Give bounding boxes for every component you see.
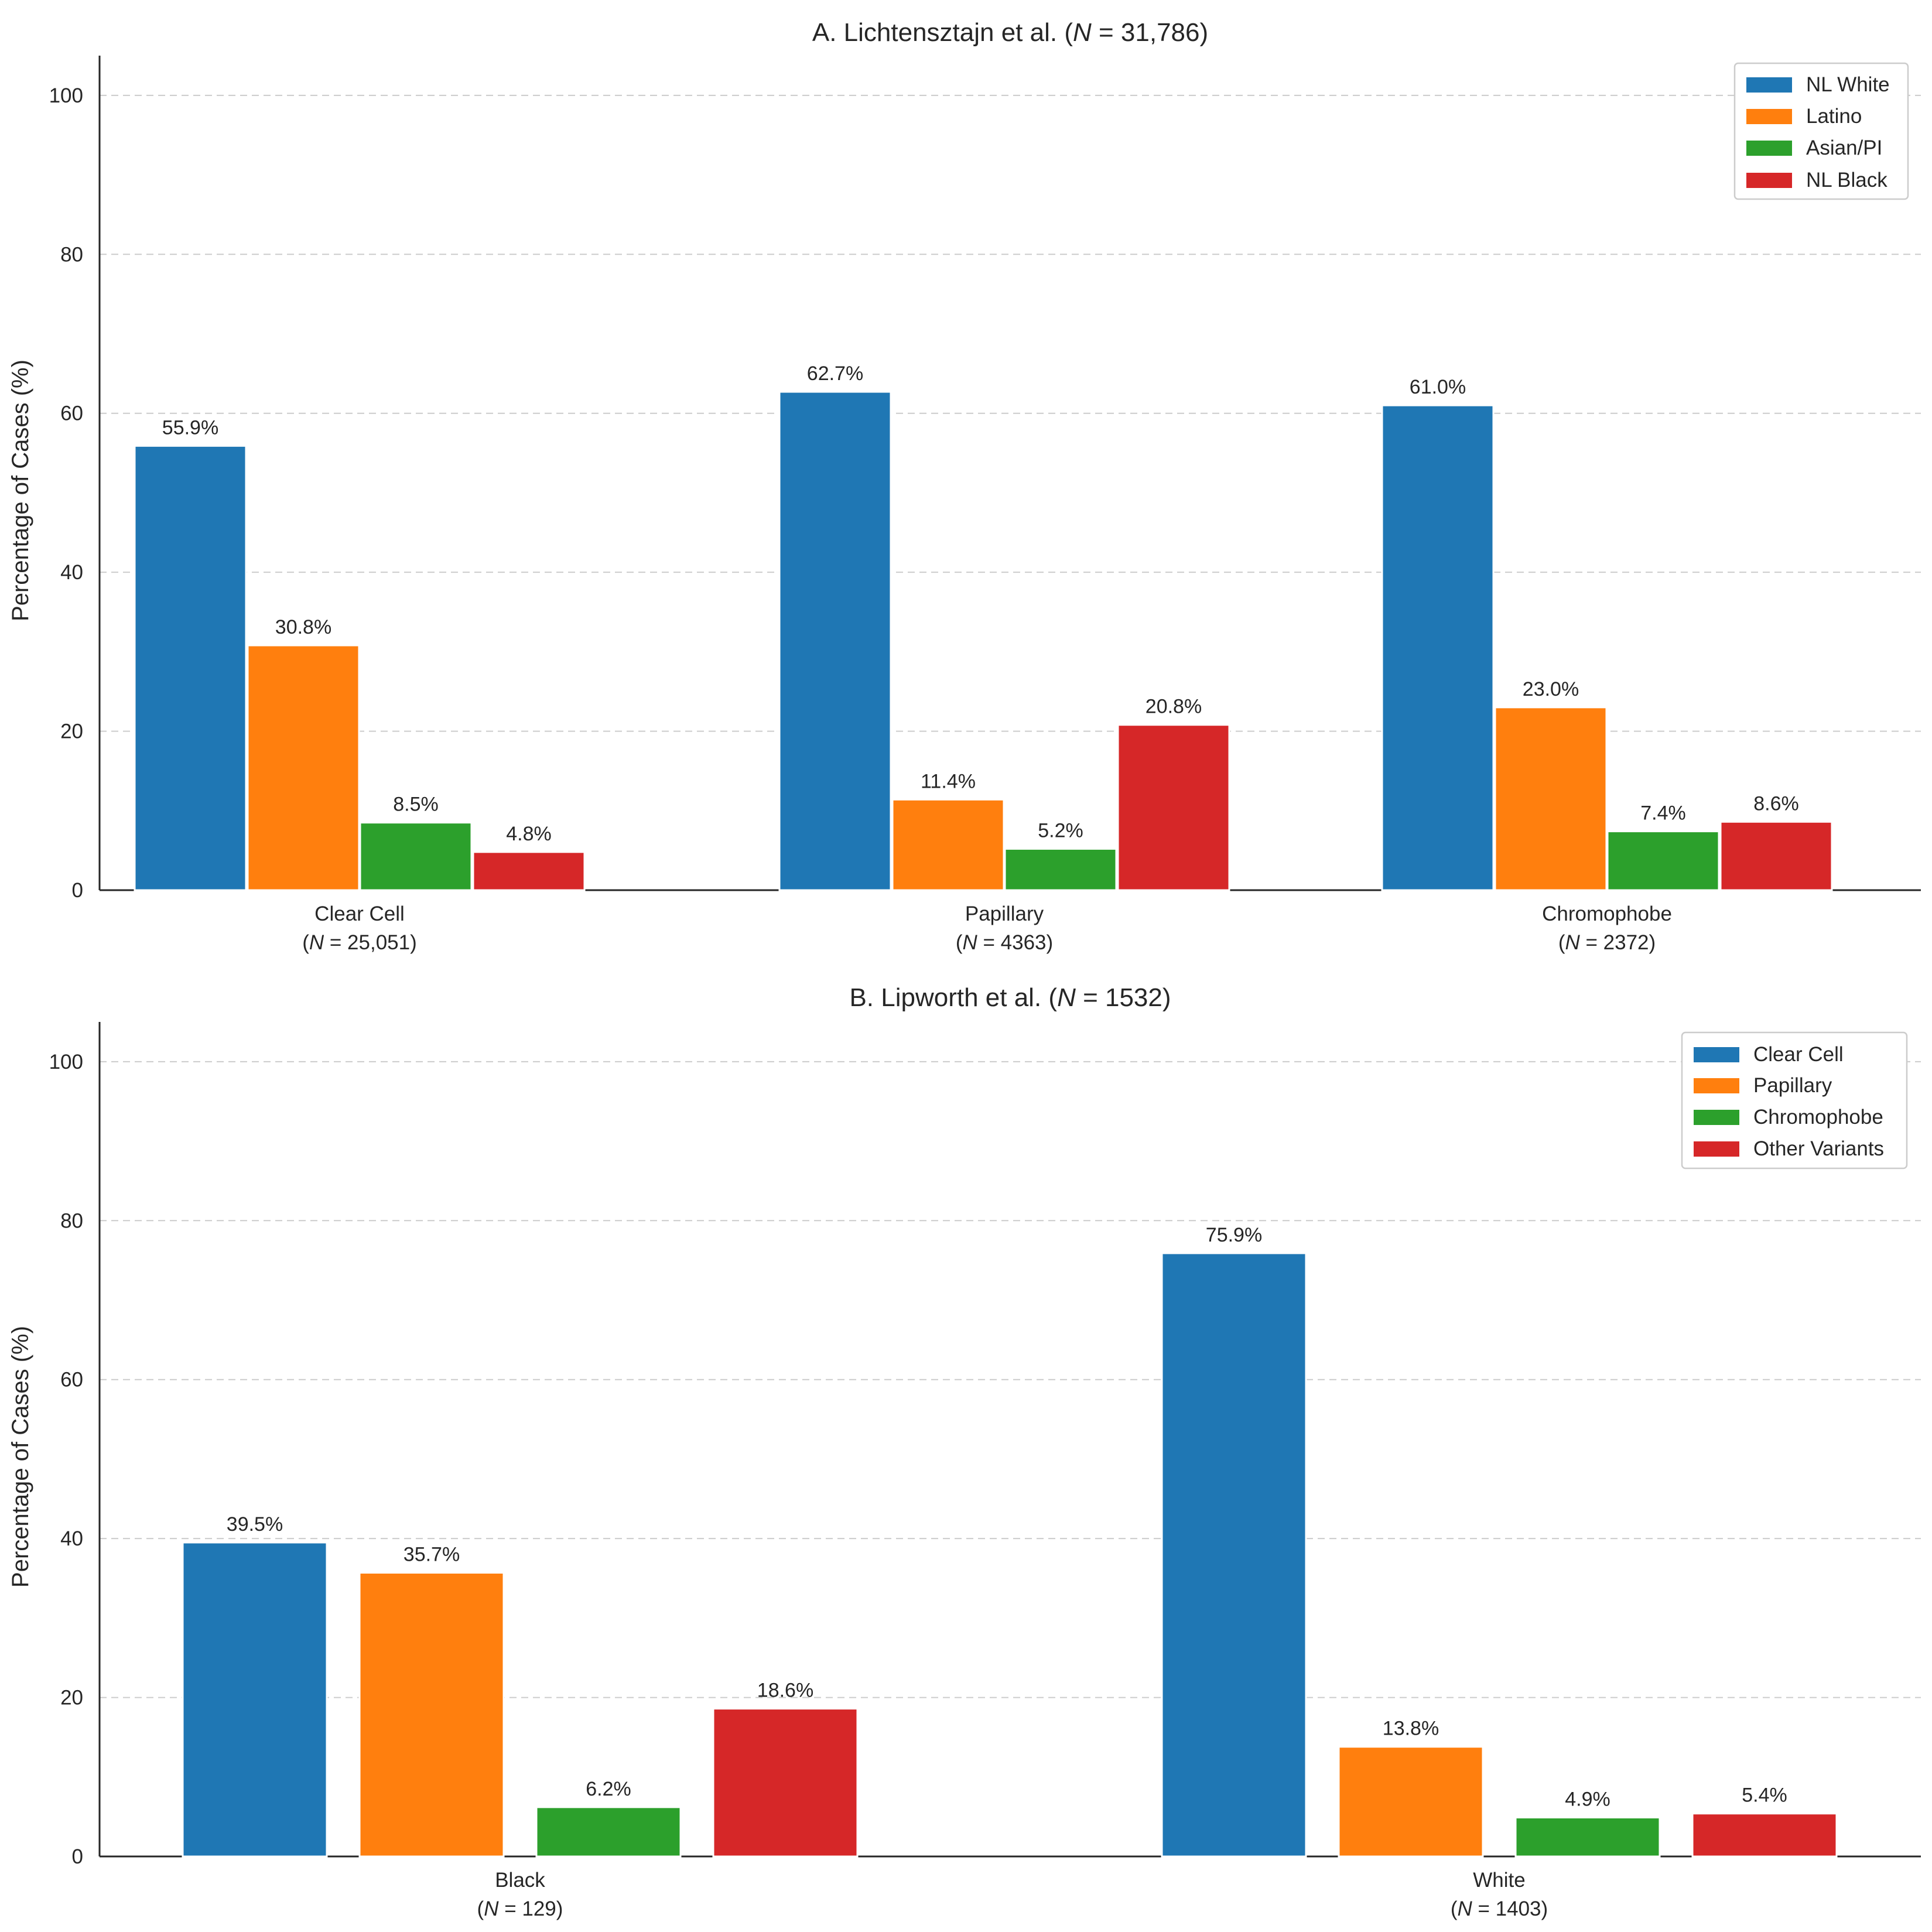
chart-panel-1: 0 20 40 60 80 100 39.5% 75.9% 35.7% 13.8% 6.2% 4.9%… <box>8 983 1921 1920</box>
y-tick-label: 0 <box>72 879 83 902</box>
legend-label: Latino <box>1806 105 1862 128</box>
data-label: 7.4% <box>1640 802 1686 825</box>
x-category-label: Black <box>495 1869 545 1892</box>
chart-title: A. Lichtensztajn et al. (N = 31,786) <box>812 18 1208 47</box>
data-label: 18.6% <box>757 1680 813 1702</box>
legend-swatch <box>1746 173 1792 188</box>
x-category-count: (N = 1403) <box>1451 1897 1548 1920</box>
legend-label: Chromophobe <box>1753 1106 1883 1129</box>
y-tick-label: 60 <box>60 402 83 425</box>
legend-label: NL Black <box>1806 169 1887 192</box>
data-label: 35.7% <box>404 1544 460 1566</box>
bar-nl-white-1 <box>778 391 892 891</box>
y-tick-label: 20 <box>60 1687 83 1709</box>
y-tick-label: 80 <box>60 1209 83 1232</box>
legend-swatch <box>1694 1141 1739 1157</box>
legend-label: Papillary <box>1753 1074 1832 1097</box>
bar-chromophobe-0 <box>535 1806 682 1858</box>
bar-latino-1 <box>891 798 1005 891</box>
legend: NL White Latino Asian/PI NL Black <box>1733 62 1909 200</box>
bar-papillary-0 <box>358 1572 505 1858</box>
y-axis-label: Percentage of Cases (%) <box>8 360 33 621</box>
legend-swatch <box>1694 1110 1739 1125</box>
y-tick-label: 60 <box>60 1369 83 1391</box>
legend: Clear Cell Papillary Chromophobe Other Vari… <box>1681 1031 1908 1170</box>
data-label: 75.9% <box>1206 1224 1262 1246</box>
legend-swatch <box>1746 77 1792 93</box>
bar-asian-pi-2 <box>1606 830 1720 891</box>
y-axis-label: Percentage of Cases (%) <box>8 1326 33 1588</box>
x-category-label: Clear Cell <box>314 902 405 925</box>
y-tick-label: 0 <box>72 1845 83 1868</box>
data-label: 8.5% <box>393 794 439 816</box>
bar-other-variants-0 <box>712 1708 859 1858</box>
x-category-label: White <box>1473 1869 1525 1892</box>
legend-swatch <box>1694 1078 1739 1093</box>
bar-nl-black-0 <box>472 851 586 891</box>
legend-swatch <box>1746 109 1792 124</box>
legend-label: Other Variants <box>1753 1137 1884 1160</box>
bar-chromophobe-1 <box>1514 1817 1661 1858</box>
legend-frame <box>1681 1031 1908 1170</box>
x-category-label: Papillary <box>965 902 1044 925</box>
x-category-count: (N = 25,051) <box>302 931 417 954</box>
bar-asian-pi-1 <box>1004 847 1117 891</box>
y-tick-label: 40 <box>60 1527 83 1550</box>
chart-panel-0: 0 20 40 60 80 100 55.9% 62.7% 61.0% 30.8% 11.4% 23.… <box>8 18 1921 954</box>
chart-title: B. Lipworth et al. (N = 1532) <box>849 983 1171 1012</box>
legend-label: Asian/PI <box>1806 136 1882 159</box>
bar-nl-black-2 <box>1719 820 1833 891</box>
bar-nl-white-0 <box>134 444 247 891</box>
data-label: 5.4% <box>1742 1784 1787 1807</box>
bar-latino-0 <box>247 644 360 891</box>
data-label: 8.6% <box>1753 792 1799 815</box>
data-label: 39.5% <box>227 1513 283 1536</box>
x-category-count: (N = 4363) <box>956 931 1053 954</box>
data-label: 13.8% <box>1383 1718 1439 1740</box>
legend-label: NL White <box>1806 73 1890 96</box>
data-label: 6.2% <box>586 1778 631 1800</box>
data-label: 55.9% <box>162 416 218 439</box>
data-label: 61.0% <box>1410 376 1466 398</box>
bar-clear-cell-0 <box>182 1541 328 1858</box>
x-category-count: (N = 2372) <box>1558 931 1656 954</box>
y-tick-label: 100 <box>49 1051 83 1073</box>
y-tick-label: 40 <box>60 561 83 584</box>
legend-swatch <box>1694 1047 1739 1062</box>
x-category-count: (N = 129) <box>477 1897 563 1920</box>
y-tick-label: 20 <box>60 720 83 743</box>
data-label: 4.9% <box>1565 1789 1610 1811</box>
legend-frame <box>1733 62 1909 200</box>
bar-latino-2 <box>1494 706 1608 891</box>
bar-clear-cell-1 <box>1161 1252 1307 1858</box>
bar-papillary-1 <box>1338 1746 1484 1858</box>
bar-nl-white-2 <box>1381 404 1495 891</box>
legend-swatch <box>1746 141 1792 156</box>
data-label: 4.8% <box>506 823 552 845</box>
legend-label: Clear Cell <box>1753 1043 1844 1066</box>
data-label: 62.7% <box>807 363 863 385</box>
data-label: 30.8% <box>275 616 331 638</box>
bar-nl-black-1 <box>1117 724 1230 891</box>
data-label: 20.8% <box>1145 696 1202 718</box>
data-label: 5.2% <box>1038 819 1083 842</box>
bar-other-variants-1 <box>1691 1813 1838 1858</box>
data-label: 23.0% <box>1523 678 1579 700</box>
y-tick-label: 80 <box>60 243 83 266</box>
x-category-label: Chromophobe <box>1542 902 1672 925</box>
y-tick-label: 100 <box>49 84 83 107</box>
data-label: 11.4% <box>921 770 976 792</box>
bar-asian-pi-0 <box>359 822 473 891</box>
